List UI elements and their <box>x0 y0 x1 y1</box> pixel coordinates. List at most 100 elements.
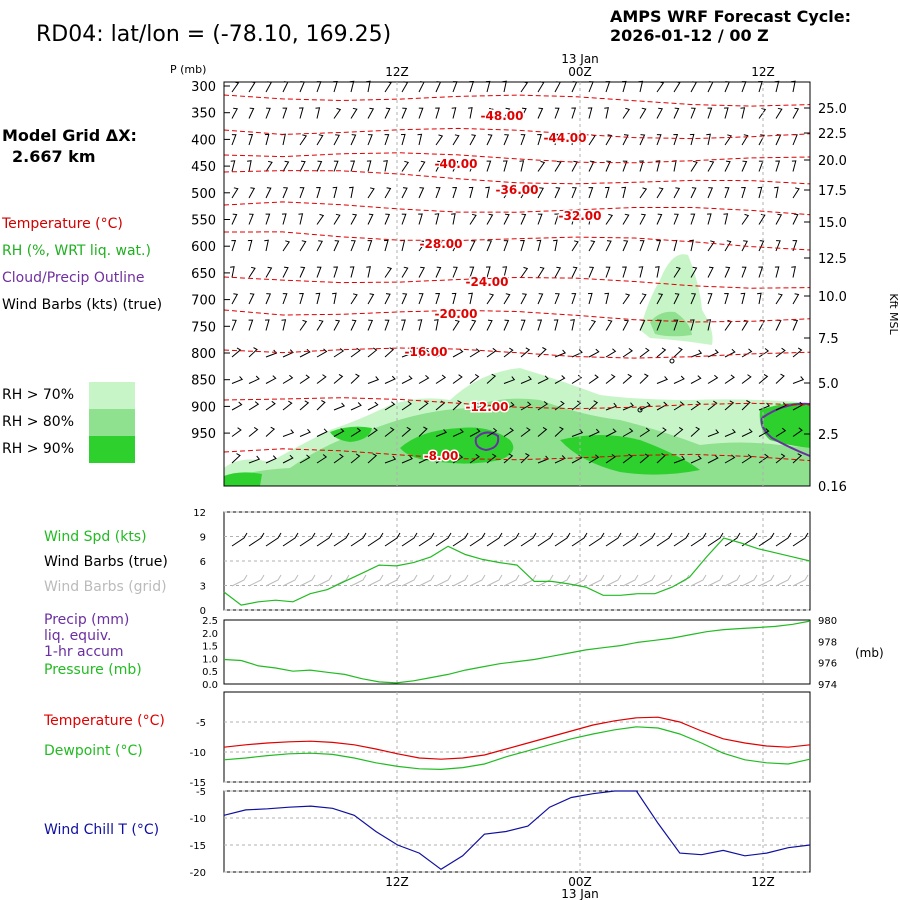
wind-barb <box>758 348 770 358</box>
rh-region-4 <box>400 427 514 464</box>
wind-barb <box>315 292 321 305</box>
wind-barb-grid <box>588 574 605 587</box>
wind-barb <box>418 293 424 305</box>
wind-barb <box>656 239 662 252</box>
wind-barb <box>469 402 482 411</box>
precip-tick-label: 2.0 <box>202 629 218 640</box>
temperature-contour <box>223 170 811 185</box>
wind-barb <box>758 373 769 384</box>
wind-barb <box>333 348 345 358</box>
wind-barb <box>248 347 258 358</box>
wind-barb <box>469 134 477 146</box>
precip-tick-label: 2.5 <box>202 616 218 627</box>
temperature-contour-label: -24.00 <box>466 275 509 289</box>
wind-barb <box>554 375 566 384</box>
wind-barb <box>400 239 406 252</box>
wind-barb <box>656 81 665 93</box>
wind-barb <box>520 453 530 464</box>
wind-barb <box>724 187 730 199</box>
dewpoint-line <box>223 726 811 771</box>
wind-barb-grid <box>554 574 571 587</box>
wind-barb <box>587 213 592 225</box>
wind-barb <box>724 134 733 146</box>
temperature-contour <box>223 276 811 289</box>
wind-barb <box>792 453 803 464</box>
wind-barb <box>384 319 390 331</box>
wind-barb <box>503 293 511 305</box>
wind-barb <box>384 455 397 464</box>
wind-barb-true <box>299 532 316 547</box>
wind-barb <box>554 81 561 93</box>
wind-barb <box>434 319 439 331</box>
pressure-tick-label: 950 <box>191 427 216 442</box>
wind-barb <box>707 429 720 437</box>
wind-barb <box>332 186 338 199</box>
wind-barb-grid <box>401 574 418 587</box>
temperature-contour <box>223 309 811 323</box>
temperature-contour <box>223 127 811 140</box>
wind-barb <box>707 187 714 199</box>
wind-barb <box>350 107 358 119</box>
wind-barb <box>758 266 764 278</box>
wind-chill-tick-label: -10 <box>190 814 206 825</box>
wind-barb <box>655 160 661 172</box>
wind-barb <box>401 160 410 172</box>
wind-barb <box>366 160 372 172</box>
wind-barb <box>231 376 244 384</box>
wind-barb <box>639 347 650 358</box>
wind-barb <box>792 213 799 225</box>
wind-barb <box>502 160 508 172</box>
wind-barb <box>741 454 753 464</box>
wind-barb <box>367 401 379 411</box>
wind-barb <box>520 375 532 384</box>
forecast-cycle-label: AMPS WRF Forecast Cycle: <box>610 7 852 26</box>
wind-barb <box>792 319 799 331</box>
wind-barb <box>554 107 560 119</box>
marker-dot-0 <box>669 358 675 364</box>
wind-barb <box>554 187 561 199</box>
wind-barb <box>298 107 304 119</box>
wind-barb <box>554 455 566 464</box>
wind-barb <box>367 427 378 437</box>
wind-barb <box>384 427 395 437</box>
wind-barb <box>231 319 237 331</box>
height-tick-label: 25.0 <box>818 102 847 117</box>
height-tick-label: 22.5 <box>818 127 847 142</box>
wind-barb-true <box>775 532 792 547</box>
wind-barb <box>520 107 527 119</box>
wind-barb <box>248 375 260 384</box>
wind-barb <box>350 427 362 437</box>
wind-barb-true <box>639 532 656 547</box>
wind-barb <box>384 213 391 225</box>
temperature-contour-label: -8.00 <box>424 449 459 463</box>
height-tick-label: 5.0 <box>818 377 839 392</box>
wind-barb <box>553 133 559 146</box>
wind-barb <box>299 319 308 331</box>
wind-barb-true <box>741 532 758 547</box>
wind-barb <box>758 453 769 464</box>
wind-barb <box>231 347 242 358</box>
wind-barb <box>383 160 388 172</box>
wind-barb <box>248 401 260 411</box>
wind-barb <box>367 347 378 358</box>
wind-barb <box>554 213 560 225</box>
wind-barb <box>774 80 780 93</box>
wind-barb <box>706 133 711 146</box>
legend-dewpoint: Dewpoint (°C) <box>44 743 143 759</box>
wind-barb <box>282 374 294 384</box>
wind-barb <box>452 81 458 93</box>
wind-barb <box>775 160 781 172</box>
wind-barb <box>587 292 593 305</box>
wind-barb <box>265 293 272 305</box>
temperature-contour-label: -16.00 <box>405 345 448 359</box>
pressure-tick-label: 980 <box>818 616 837 627</box>
wind-barb <box>282 266 289 278</box>
wind-barb <box>282 400 293 411</box>
wind-barb <box>758 213 766 225</box>
time-bottom-date: 13 Jan <box>561 887 599 900</box>
wind-barb <box>350 240 356 252</box>
temperature-contour-label: -48.00 <box>481 109 524 123</box>
wind-barb <box>282 107 288 119</box>
wind-barb <box>384 134 390 146</box>
wind-barb <box>486 347 497 358</box>
